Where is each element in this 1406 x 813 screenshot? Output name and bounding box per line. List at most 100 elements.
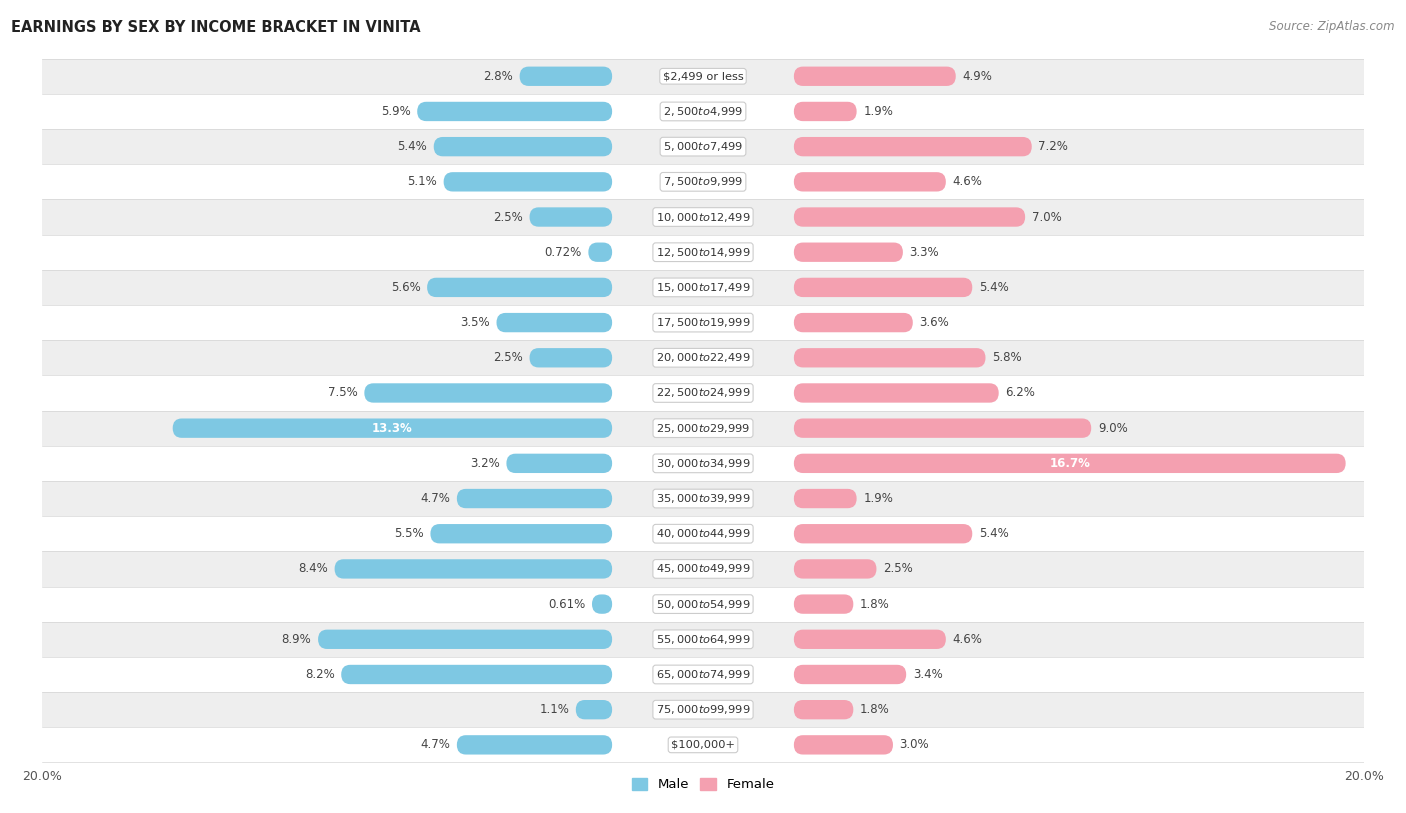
Text: $40,000 to $44,999: $40,000 to $44,999 [655,527,751,540]
Text: $75,000 to $99,999: $75,000 to $99,999 [655,703,751,716]
FancyBboxPatch shape [173,419,612,438]
FancyBboxPatch shape [794,207,1025,227]
Bar [42,446,1364,481]
Text: 0.72%: 0.72% [544,246,582,259]
Bar [42,728,1364,763]
Text: 3.3%: 3.3% [910,246,939,259]
FancyBboxPatch shape [794,348,986,367]
FancyBboxPatch shape [794,489,856,508]
Text: 4.7%: 4.7% [420,492,450,505]
FancyBboxPatch shape [794,665,907,685]
Text: $65,000 to $74,999: $65,000 to $74,999 [655,668,751,681]
Text: 1.1%: 1.1% [540,703,569,716]
FancyBboxPatch shape [444,172,612,192]
Text: $15,000 to $17,499: $15,000 to $17,499 [655,281,751,294]
Text: 5.1%: 5.1% [408,176,437,189]
FancyBboxPatch shape [794,735,893,754]
Bar [42,340,1364,376]
Text: $12,500 to $14,999: $12,500 to $14,999 [655,246,751,259]
Text: $25,000 to $29,999: $25,000 to $29,999 [655,422,751,435]
Text: 5.4%: 5.4% [979,281,1008,294]
FancyBboxPatch shape [592,594,612,614]
Text: 5.4%: 5.4% [979,527,1008,540]
Bar [42,551,1364,586]
Text: 5.5%: 5.5% [394,527,423,540]
FancyBboxPatch shape [335,559,612,579]
FancyBboxPatch shape [364,383,612,402]
Text: $7,500 to $9,999: $7,500 to $9,999 [664,176,742,189]
FancyBboxPatch shape [588,242,612,262]
FancyBboxPatch shape [794,278,973,297]
Text: 1.8%: 1.8% [860,598,890,611]
Text: 3.0%: 3.0% [900,738,929,751]
Text: 2.5%: 2.5% [494,211,523,224]
FancyBboxPatch shape [794,524,973,543]
Text: $35,000 to $39,999: $35,000 to $39,999 [655,492,751,505]
Text: $2,499 or less: $2,499 or less [662,72,744,81]
Text: 2.8%: 2.8% [484,70,513,83]
FancyBboxPatch shape [430,524,612,543]
Bar [42,305,1364,340]
FancyBboxPatch shape [427,278,612,297]
Text: $17,500 to $19,999: $17,500 to $19,999 [655,316,751,329]
FancyBboxPatch shape [576,700,612,720]
Bar [42,657,1364,692]
FancyBboxPatch shape [794,629,946,649]
Bar [42,481,1364,516]
Text: 7.2%: 7.2% [1039,140,1069,153]
Text: 4.7%: 4.7% [420,738,450,751]
Text: $50,000 to $54,999: $50,000 to $54,999 [655,598,751,611]
Bar [42,59,1364,93]
FancyBboxPatch shape [794,559,876,579]
Text: $20,000 to $22,499: $20,000 to $22,499 [655,351,751,364]
Bar [42,129,1364,164]
FancyBboxPatch shape [794,67,956,86]
FancyBboxPatch shape [794,102,856,121]
Text: Source: ZipAtlas.com: Source: ZipAtlas.com [1270,20,1395,33]
Text: EARNINGS BY SEX BY INCOME BRACKET IN VINITA: EARNINGS BY SEX BY INCOME BRACKET IN VIN… [11,20,420,35]
FancyBboxPatch shape [520,67,612,86]
Text: 1.9%: 1.9% [863,105,893,118]
Text: 5.6%: 5.6% [391,281,420,294]
FancyBboxPatch shape [794,700,853,720]
Text: 8.4%: 8.4% [298,563,328,576]
Text: 2.5%: 2.5% [494,351,523,364]
Text: $55,000 to $64,999: $55,000 to $64,999 [655,633,751,646]
FancyBboxPatch shape [530,207,612,227]
Text: $10,000 to $12,499: $10,000 to $12,499 [655,211,751,224]
Text: 7.0%: 7.0% [1032,211,1062,224]
Text: 3.6%: 3.6% [920,316,949,329]
FancyBboxPatch shape [794,242,903,262]
Bar [42,692,1364,728]
Bar [42,270,1364,305]
FancyBboxPatch shape [794,419,1091,438]
Text: 8.2%: 8.2% [305,668,335,681]
Text: 9.0%: 9.0% [1098,422,1128,435]
FancyBboxPatch shape [342,665,612,685]
Text: 4.9%: 4.9% [962,70,993,83]
Text: 6.2%: 6.2% [1005,386,1035,399]
FancyBboxPatch shape [418,102,612,121]
Text: 5.4%: 5.4% [398,140,427,153]
FancyBboxPatch shape [530,348,612,367]
Bar [42,199,1364,235]
Bar [42,586,1364,622]
FancyBboxPatch shape [506,454,612,473]
FancyBboxPatch shape [794,172,946,192]
Text: $22,500 to $24,999: $22,500 to $24,999 [655,386,751,399]
Text: 3.5%: 3.5% [460,316,489,329]
Text: $100,000+: $100,000+ [671,740,735,750]
Text: $2,500 to $4,999: $2,500 to $4,999 [664,105,742,118]
Text: 5.8%: 5.8% [993,351,1022,364]
Legend: Male, Female: Male, Female [626,772,780,797]
Text: 16.7%: 16.7% [1049,457,1090,470]
Bar [42,516,1364,551]
Text: 3.4%: 3.4% [912,668,942,681]
FancyBboxPatch shape [457,735,612,754]
Text: 2.5%: 2.5% [883,563,912,576]
Text: 8.9%: 8.9% [281,633,312,646]
FancyBboxPatch shape [794,313,912,333]
Text: 1.9%: 1.9% [863,492,893,505]
Text: $30,000 to $34,999: $30,000 to $34,999 [655,457,751,470]
Text: 13.3%: 13.3% [373,422,413,435]
